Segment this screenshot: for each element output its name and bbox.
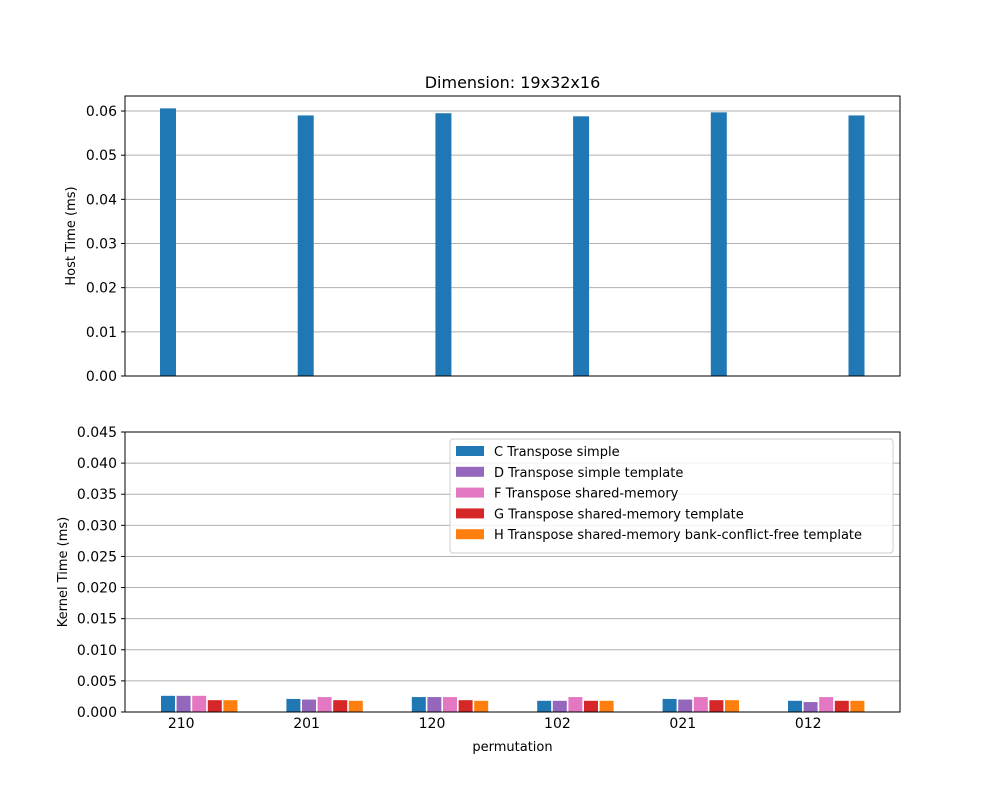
plot-frame: [124, 431, 901, 713]
bar-102-series-1: [552, 700, 567, 712]
legend-swatch: [456, 508, 484, 519]
y-tick-label: 0.005: [77, 674, 117, 690]
y-tick-label: 0.040: [77, 456, 117, 472]
bar-210-series-1: [176, 695, 191, 712]
bar-201-series-4: [348, 700, 363, 712]
bar-120-series-4: [474, 700, 489, 712]
legend-swatch: [456, 529, 484, 540]
y-tick-label: 0.045: [77, 425, 117, 441]
y-tick-label: 0.03: [86, 237, 117, 253]
bar-102-series-0: [573, 116, 590, 376]
bar-012-series-4: [850, 700, 865, 712]
bar-210-series-0: [161, 695, 175, 712]
bar-120-series-1: [427, 697, 442, 712]
bar-012-series-1: [803, 702, 818, 712]
x-tick-label: 021: [669, 716, 696, 732]
y-tick-label: 0.05: [86, 148, 117, 164]
bar-021-series-1: [678, 699, 693, 712]
x-tick-label: 012: [795, 716, 822, 732]
legend-label: D Transpose simple template: [494, 466, 683, 481]
y-tick-label: 0.000: [77, 705, 117, 721]
legend-label: H Transpose shared-memory bank-conflict-…: [494, 528, 862, 543]
bar-021-series-0: [710, 112, 727, 376]
bar-021-series-4: [725, 700, 739, 712]
bar-210-series-4: [223, 700, 238, 712]
plot-frame: [124, 95, 901, 377]
bar-021-series-2: [693, 697, 708, 712]
bar-201-series-1: [302, 699, 316, 712]
y-tick-label: 0.01: [86, 325, 117, 341]
y-tick-label: 0.030: [77, 518, 117, 534]
kernel-time-panel: 0.000 0.005 0.010 0.015 0.020 0.025 0.030 0.035…: [56, 425, 901, 755]
bar-102-series-0: [537, 700, 552, 712]
x-tick-label: 210: [168, 716, 195, 732]
bar-120-series-2: [443, 697, 457, 712]
legend-label: F Transpose shared-memory: [494, 487, 679, 502]
bar-102-series-4: [599, 700, 614, 712]
host-time-panel: 0.00 0.01 0.02 0.03 0.04 0.05 0.06 Dimension: 1…: [64, 73, 901, 385]
x-axis-label: permutation: [472, 740, 552, 755]
x-tick-label: 201: [293, 716, 320, 732]
bar-021-series-0: [662, 698, 677, 712]
bar-201-series-2: [317, 697, 332, 712]
y-tick-label: 0.02: [86, 281, 117, 297]
chart-title: Dimension: 19x32x16: [425, 73, 601, 92]
bar-210-series-0: [160, 108, 176, 376]
y-tick-label: 0.04: [86, 192, 117, 208]
legend: C Transpose simple D Transpose simple tem…: [449, 438, 894, 554]
x-tick-label: 120: [419, 716, 446, 732]
legend-swatch: [456, 487, 484, 498]
bar-120-series-3: [458, 700, 473, 712]
y-tick-label: 0.00: [86, 369, 117, 385]
bar-120-series-0: [435, 113, 452, 377]
y-tick-label: 0.015: [77, 612, 117, 628]
bar-201-series-0: [286, 698, 301, 712]
y-tick-label: 0.010: [77, 643, 117, 659]
y-axis-label: Kernel Time (ms): [56, 517, 71, 628]
bar-102-series-2: [568, 697, 583, 712]
legend-label: C Transpose simple: [494, 445, 620, 460]
bar-120-series-0: [411, 697, 426, 712]
x-tick-label: 102: [544, 716, 571, 732]
bar-210-series-3: [207, 700, 222, 712]
y-tick-label: 0.025: [77, 549, 117, 565]
y-tick-label: 0.06: [86, 104, 117, 120]
y-tick-label: 0.035: [77, 487, 117, 503]
bar-210-series-2: [192, 695, 207, 712]
bar-012-series-0: [848, 115, 865, 376]
legend-label: G Transpose shared-memory template: [494, 507, 744, 522]
bar-201-series-0: [297, 115, 314, 376]
bar-012-series-2: [819, 697, 834, 712]
legend-swatch: [456, 446, 484, 456]
bar-102-series-3: [584, 700, 598, 712]
legend-swatch: [456, 466, 484, 477]
y-tick-label: 0.020: [77, 581, 117, 597]
bar-201-series-3: [333, 700, 348, 712]
y-axis-label: Host Time (ms): [64, 186, 79, 285]
bar-012-series-3: [834, 700, 849, 712]
bar-021-series-3: [709, 700, 724, 712]
bar-012-series-0: [788, 700, 802, 712]
legend-box: [449, 438, 894, 554]
